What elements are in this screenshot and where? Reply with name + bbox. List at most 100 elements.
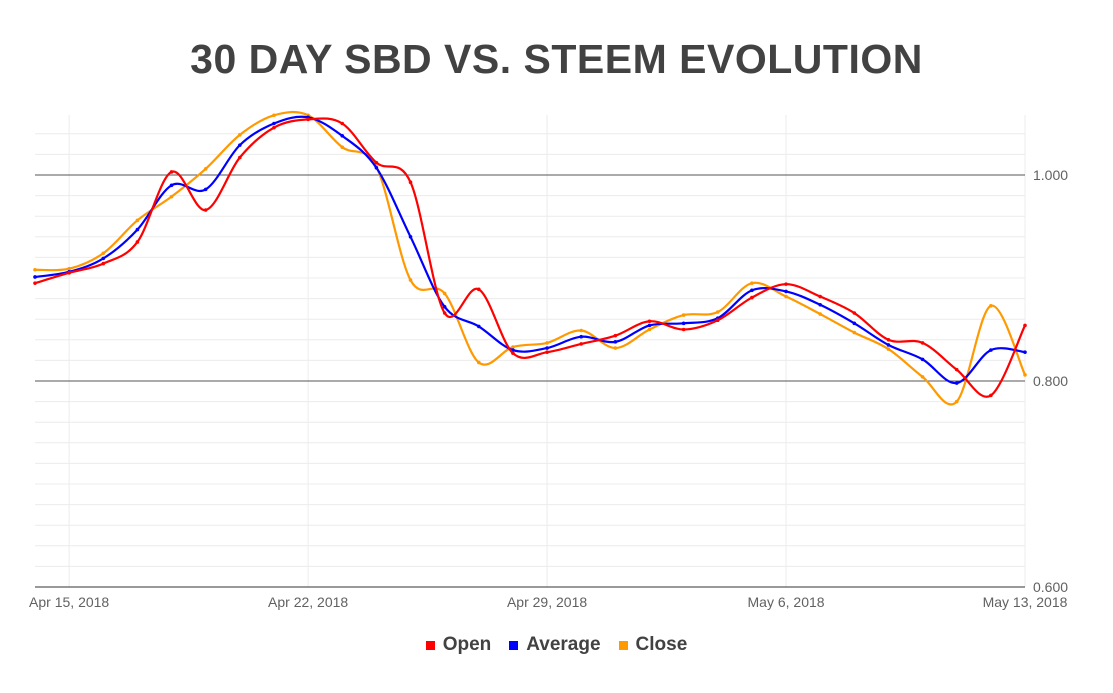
data-point-open <box>408 180 413 185</box>
data-point-close <box>647 327 652 332</box>
data-point-open <box>442 311 447 315</box>
data-point-open <box>784 282 788 286</box>
data-point-average <box>750 288 754 293</box>
data-point-open <box>818 294 822 299</box>
y-tick-label: 1.000 <box>1033 167 1068 183</box>
legend-swatch-close <box>618 640 628 650</box>
data-point-open <box>476 287 481 292</box>
y-tick-label: 0.800 <box>1033 373 1068 389</box>
legend-swatch-open <box>425 640 435 650</box>
x-tick-label: Apr 15, 2018 <box>29 594 109 610</box>
data-point-open <box>750 295 754 300</box>
x-tick-label: Apr 22, 2018 <box>268 594 348 610</box>
data-point-open <box>613 333 618 338</box>
data-point-close <box>511 345 515 349</box>
data-point-close <box>408 278 413 282</box>
data-point-open <box>238 155 242 160</box>
data-point-average <box>272 121 276 126</box>
data-point-open <box>852 311 857 315</box>
data-point-average <box>954 381 959 385</box>
data-point-open <box>511 351 515 355</box>
data-point-close <box>238 133 242 137</box>
data-point-open <box>135 240 140 244</box>
data-point-close <box>989 304 993 308</box>
data-point-close <box>681 313 686 317</box>
data-point-close <box>954 399 959 404</box>
data-point-average <box>818 302 822 307</box>
data-point-average <box>886 343 891 347</box>
legend-label-close: Close <box>635 634 688 655</box>
data-point-open <box>101 261 106 266</box>
data-point-close <box>715 310 720 314</box>
data-point-average <box>681 321 686 326</box>
data-point-average <box>408 235 413 239</box>
data-point-close <box>67 266 71 271</box>
data-point-close <box>169 194 174 199</box>
data-point-open <box>306 117 310 122</box>
data-point-average <box>852 321 857 326</box>
data-point-close <box>784 294 788 299</box>
x-tick-label: May 6, 2018 <box>748 594 825 610</box>
data-point-open <box>203 208 208 212</box>
data-point-open <box>1023 323 1027 328</box>
data-point-open <box>647 319 652 324</box>
y-tick-label: 0.600 <box>1033 579 1068 595</box>
legend-swatch-average <box>509 640 519 650</box>
data-point-open <box>715 318 720 323</box>
data-point-close <box>135 218 140 223</box>
data-point-close <box>203 167 208 171</box>
data-point-average <box>101 256 106 261</box>
data-point-average <box>33 275 37 279</box>
data-point-close <box>613 346 618 350</box>
data-point-close <box>920 375 925 379</box>
legend-label-open: Open <box>442 634 492 655</box>
data-point-open <box>340 121 345 126</box>
data-point-close <box>101 251 106 256</box>
legend-item-average[interactable]: Average <box>509 634 601 656</box>
data-point-open <box>989 393 993 398</box>
legend-item-close[interactable]: Close <box>618 634 688 656</box>
data-point-average <box>579 334 584 339</box>
data-point-average <box>442 305 447 309</box>
data-point-average <box>476 324 481 329</box>
data-point-average <box>989 348 993 352</box>
data-point-open <box>169 170 174 174</box>
legend-item-open[interactable]: Open <box>425 634 492 656</box>
data-point-average <box>203 187 208 192</box>
data-point-open <box>33 281 37 285</box>
data-point-close <box>476 360 481 365</box>
data-point-average <box>784 289 788 294</box>
data-point-open <box>681 327 686 332</box>
data-point-close <box>750 281 754 285</box>
data-point-open <box>886 338 891 342</box>
data-point-close <box>886 347 891 351</box>
x-tick-label: May 13, 2018 <box>983 594 1068 610</box>
data-point-open <box>272 125 276 130</box>
data-point-close <box>818 312 822 316</box>
data-point-close <box>1023 373 1027 377</box>
data-point-open <box>579 342 584 346</box>
data-point-close <box>340 145 345 149</box>
data-point-average <box>374 165 379 170</box>
data-point-close <box>579 328 584 333</box>
data-point-close <box>272 113 276 118</box>
data-point-close <box>33 267 37 272</box>
data-point-average <box>1023 350 1027 354</box>
data-point-open <box>920 341 925 345</box>
chart-title: 30 DAY SBD VS. STEEM EVOLUTION <box>190 36 923 82</box>
legend-label-average: Average <box>526 634 601 655</box>
data-point-average <box>135 227 140 232</box>
data-point-average <box>647 323 652 328</box>
data-point-close <box>442 291 447 296</box>
data-point-open <box>954 367 959 372</box>
data-point-average <box>613 340 618 344</box>
data-point-close <box>545 341 549 345</box>
legend: Open Average Close <box>0 634 1113 656</box>
data-point-close <box>852 330 857 335</box>
x-tick-label: Apr 29, 2018 <box>507 594 587 610</box>
data-point-average <box>340 134 345 138</box>
data-point-open <box>545 350 549 354</box>
data-point-average <box>920 357 925 362</box>
data-point-average <box>169 183 174 188</box>
